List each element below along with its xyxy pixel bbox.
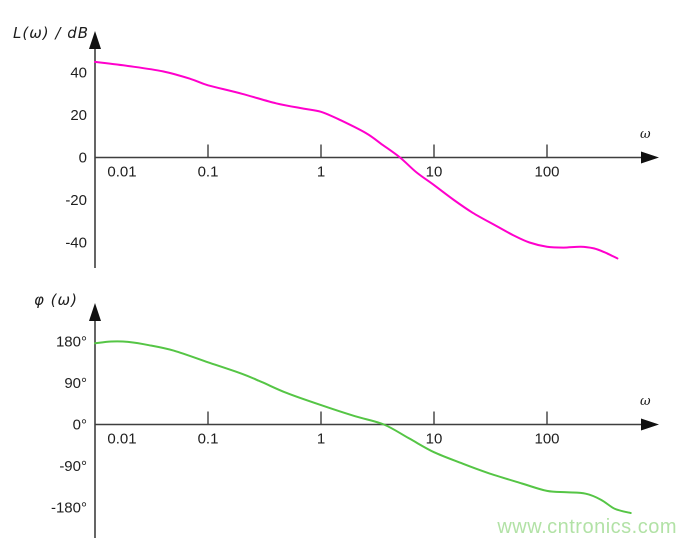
magnitude-curve — [94, 60, 619, 260]
x-tick-label: 0.01 — [107, 164, 136, 181]
x-tick-label: 0.01 — [107, 431, 136, 448]
y-tick-label: 90° — [64, 375, 87, 392]
y-tick-label: 40 — [70, 65, 87, 82]
y-tick-label: -180° — [51, 499, 87, 516]
y-tick-label: 180° — [56, 334, 87, 351]
x-tick-label: 0.1 — [198, 431, 219, 448]
y-tick-label: -90° — [59, 458, 87, 475]
y-tick-label: -20 — [65, 192, 87, 209]
phase-x-arrowhead — [641, 418, 659, 431]
phase-plot: 0.01 0.1 1 10 100 180° 90° 0° -90° -180° — [51, 303, 659, 538]
x-tick-label: 1 — [317, 164, 325, 181]
magnitude-y-arrowhead — [89, 31, 101, 49]
phase-y-arrowhead — [89, 303, 101, 321]
y-tick-label: 0° — [73, 417, 87, 434]
y-tick-label: -40 — [65, 235, 87, 252]
y-tick-label: 20 — [70, 107, 87, 124]
magnitude-x-arrowhead — [641, 151, 659, 164]
x-tick-label: 10 — [426, 431, 443, 448]
x-tick-label: 10 — [426, 164, 443, 181]
y-tick-label: 0 — [79, 150, 87, 167]
watermark: www.cntronics.com — [497, 516, 677, 538]
x-tick-label: 1 — [317, 431, 325, 448]
x-tick-label: 0.1 — [198, 164, 219, 181]
x-tick-label: 100 — [534, 164, 559, 181]
phase-axis-title: φ (ω) — [34, 291, 78, 309]
phase-x-axis-label: ω — [640, 394, 651, 409]
magnitude-plot: 0.01 0.1 1 10 100 40 20 0 -20 -40 — [65, 31, 659, 268]
magnitude-x-axis-label: ω — [640, 127, 651, 142]
magnitude-axis-title: L(ω) / dB — [13, 24, 90, 42]
x-tick-label: 100 — [534, 431, 559, 448]
phase-curve — [94, 340, 632, 514]
